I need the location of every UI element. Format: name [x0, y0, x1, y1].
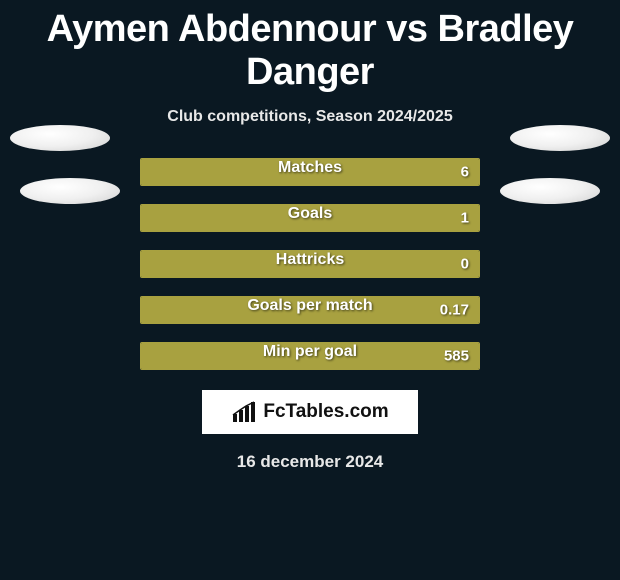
page-title: Aymen Abdennour vs Bradley Danger — [0, 0, 620, 94]
stat-value: 585 — [444, 348, 469, 365]
stat-bar-container: Min per goal 585 — [140, 342, 480, 370]
stat-bar-container: Matches 6 — [140, 158, 480, 186]
stats-area: Matches 6 Goals 1 Hattricks 0 Goals per … — [0, 158, 620, 370]
stat-label: Goals — [288, 205, 332, 223]
player-left-avatar-placeholder-1 — [10, 125, 110, 151]
footer-logo[interactable]: FcTables.com — [202, 390, 418, 434]
stat-label: Matches — [278, 159, 342, 177]
page-subtitle: Club competitions, Season 2024/2025 — [0, 108, 620, 126]
stat-value: 1 — [461, 210, 469, 227]
stat-row-min-per-goal: Min per goal 585 — [0, 342, 620, 370]
stat-label: Goals per match — [247, 297, 372, 315]
stat-bar-container: Goals 1 — [140, 204, 480, 232]
player-right-avatar-placeholder-1 — [510, 125, 610, 151]
stat-row-hattricks: Hattricks 0 — [0, 250, 620, 278]
stat-label: Hattricks — [276, 251, 344, 269]
chart-bars-icon — [231, 400, 259, 424]
stat-row-goals-per-match: Goals per match 0.17 — [0, 296, 620, 324]
stat-row-matches: Matches 6 — [0, 158, 620, 186]
stat-value: 0.17 — [440, 302, 469, 319]
stat-row-goals: Goals 1 — [0, 204, 620, 232]
footer-logo-text: FcTables.com — [263, 401, 388, 423]
stat-value: 0 — [461, 256, 469, 273]
stat-bar-container: Hattricks 0 — [140, 250, 480, 278]
stat-value: 6 — [461, 164, 469, 181]
stat-bar-container: Goals per match 0.17 — [140, 296, 480, 324]
stat-label: Min per goal — [263, 343, 357, 361]
footer-date: 16 december 2024 — [0, 452, 620, 472]
